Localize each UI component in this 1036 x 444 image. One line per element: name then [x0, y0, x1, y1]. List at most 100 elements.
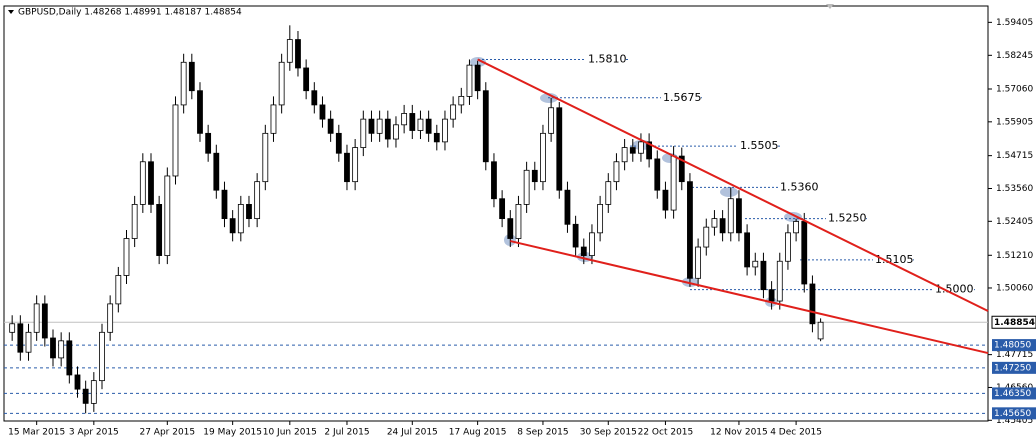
candle-body [278, 61, 285, 106]
current-price-box [991, 315, 1036, 329]
candle-body [466, 64, 473, 97]
candle-body [180, 61, 187, 106]
x-tick-label: 3 Apr 2015 [69, 428, 119, 438]
touch-marker [784, 212, 802, 222]
level-label-bg [661, 91, 701, 104]
candle-body [621, 147, 628, 163]
candle-body [605, 181, 612, 205]
candle-body [727, 198, 734, 234]
candle-body [376, 118, 383, 134]
candle-body [401, 113, 408, 126]
level-label: 1.5360 [780, 180, 819, 193]
candle-body [237, 204, 244, 234]
candle-body [205, 132, 212, 154]
x-tick-label: 15 Mar 2015 [8, 428, 65, 438]
y-tick-label: 1.50060 [996, 283, 1033, 293]
candle-body [417, 118, 424, 131]
candle-body [360, 118, 367, 148]
candle-body [107, 303, 114, 333]
x-tick-label: 12 Nov 2015 [710, 428, 768, 438]
touch-marker [720, 187, 738, 197]
level-label-bg [933, 283, 973, 296]
candle-body [295, 39, 301, 69]
candle-body [785, 232, 791, 262]
candle-body [409, 113, 416, 131]
candle-body [752, 260, 759, 268]
candle-body [221, 189, 228, 220]
candle-body [482, 90, 489, 163]
y-tick-label: 1.45405 [996, 416, 1033, 426]
candle-body [172, 104, 179, 177]
candle-body [801, 221, 808, 285]
price-label: 1.48050 [994, 341, 1031, 351]
candle-body [809, 283, 816, 325]
level-label-bg [826, 212, 866, 225]
candle-body [776, 260, 783, 302]
candle-body [450, 104, 457, 120]
candle-body [17, 323, 24, 353]
x-tick-label: 4 Dec 2015 [770, 428, 822, 438]
candle-body [246, 204, 252, 220]
level-label-bg [873, 253, 913, 266]
candle-body [638, 141, 644, 154]
candle-body [115, 275, 122, 305]
candle-body [556, 107, 563, 191]
x-tick-label: 22 Oct 2015 [638, 428, 694, 438]
level-label: 1.5505 [740, 139, 779, 152]
level-label: 1.5810 [588, 52, 627, 65]
y-tick-label: 1.54715 [996, 151, 1033, 161]
y-tick-label: 1.57060 [996, 85, 1033, 95]
candle-body [646, 141, 653, 160]
candle-body [670, 155, 677, 211]
candle-body [9, 323, 16, 333]
price-label-box [992, 407, 1036, 420]
candle-body [90, 380, 97, 404]
candle-body [597, 204, 604, 234]
candle-body [82, 388, 89, 404]
x-tick-label: 30 Sep 2015 [580, 428, 637, 438]
price-label: 1.45650 [994, 409, 1031, 419]
candle-body [335, 132, 342, 154]
y-tick-label: 1.55905 [996, 117, 1033, 127]
trend-line [477, 58, 989, 312]
price-label-box [992, 339, 1036, 352]
candle-body [58, 340, 65, 359]
candle-body [768, 289, 775, 302]
candle-body [687, 181, 693, 279]
y-tick-label: 1.47715 [996, 350, 1033, 360]
candle-body [613, 161, 620, 183]
candle-body [425, 118, 432, 134]
x-tick-label: 2 Jul 2015 [324, 428, 369, 438]
candle-body [474, 64, 481, 92]
candle-body [433, 132, 440, 143]
scroll-arrow[interactable] [826, 4, 834, 9]
candle-body [744, 232, 751, 268]
candle-body [662, 189, 669, 211]
candle-body [695, 246, 702, 279]
menu-arrow[interactable] [8, 10, 14, 14]
candle-body [589, 232, 595, 256]
candle-body [164, 175, 171, 256]
candle-body [793, 221, 799, 234]
candle-body [393, 124, 399, 140]
candle-body [188, 61, 195, 92]
candle-body [368, 118, 375, 134]
trend-line [510, 240, 989, 355]
level-label: 1.5105 [875, 253, 914, 266]
candle-body [352, 147, 359, 183]
candle-body [703, 226, 710, 248]
candle-body [654, 158, 661, 191]
candle-body [41, 303, 48, 339]
candle-body [148, 161, 154, 205]
candle-body [515, 204, 522, 239]
candle-body [229, 218, 236, 234]
chart-title: GBPUSD,Daily 1.48268 1.48991 1.48187 1.4… [18, 8, 242, 18]
x-tick-label: 10 Jun 2015 [263, 428, 317, 438]
candle-body [286, 39, 293, 63]
candle-body [629, 147, 636, 154]
candle-body [156, 204, 163, 256]
candle-body [564, 189, 571, 225]
candle-body [123, 238, 130, 276]
level-label: 1.5000 [935, 283, 974, 296]
